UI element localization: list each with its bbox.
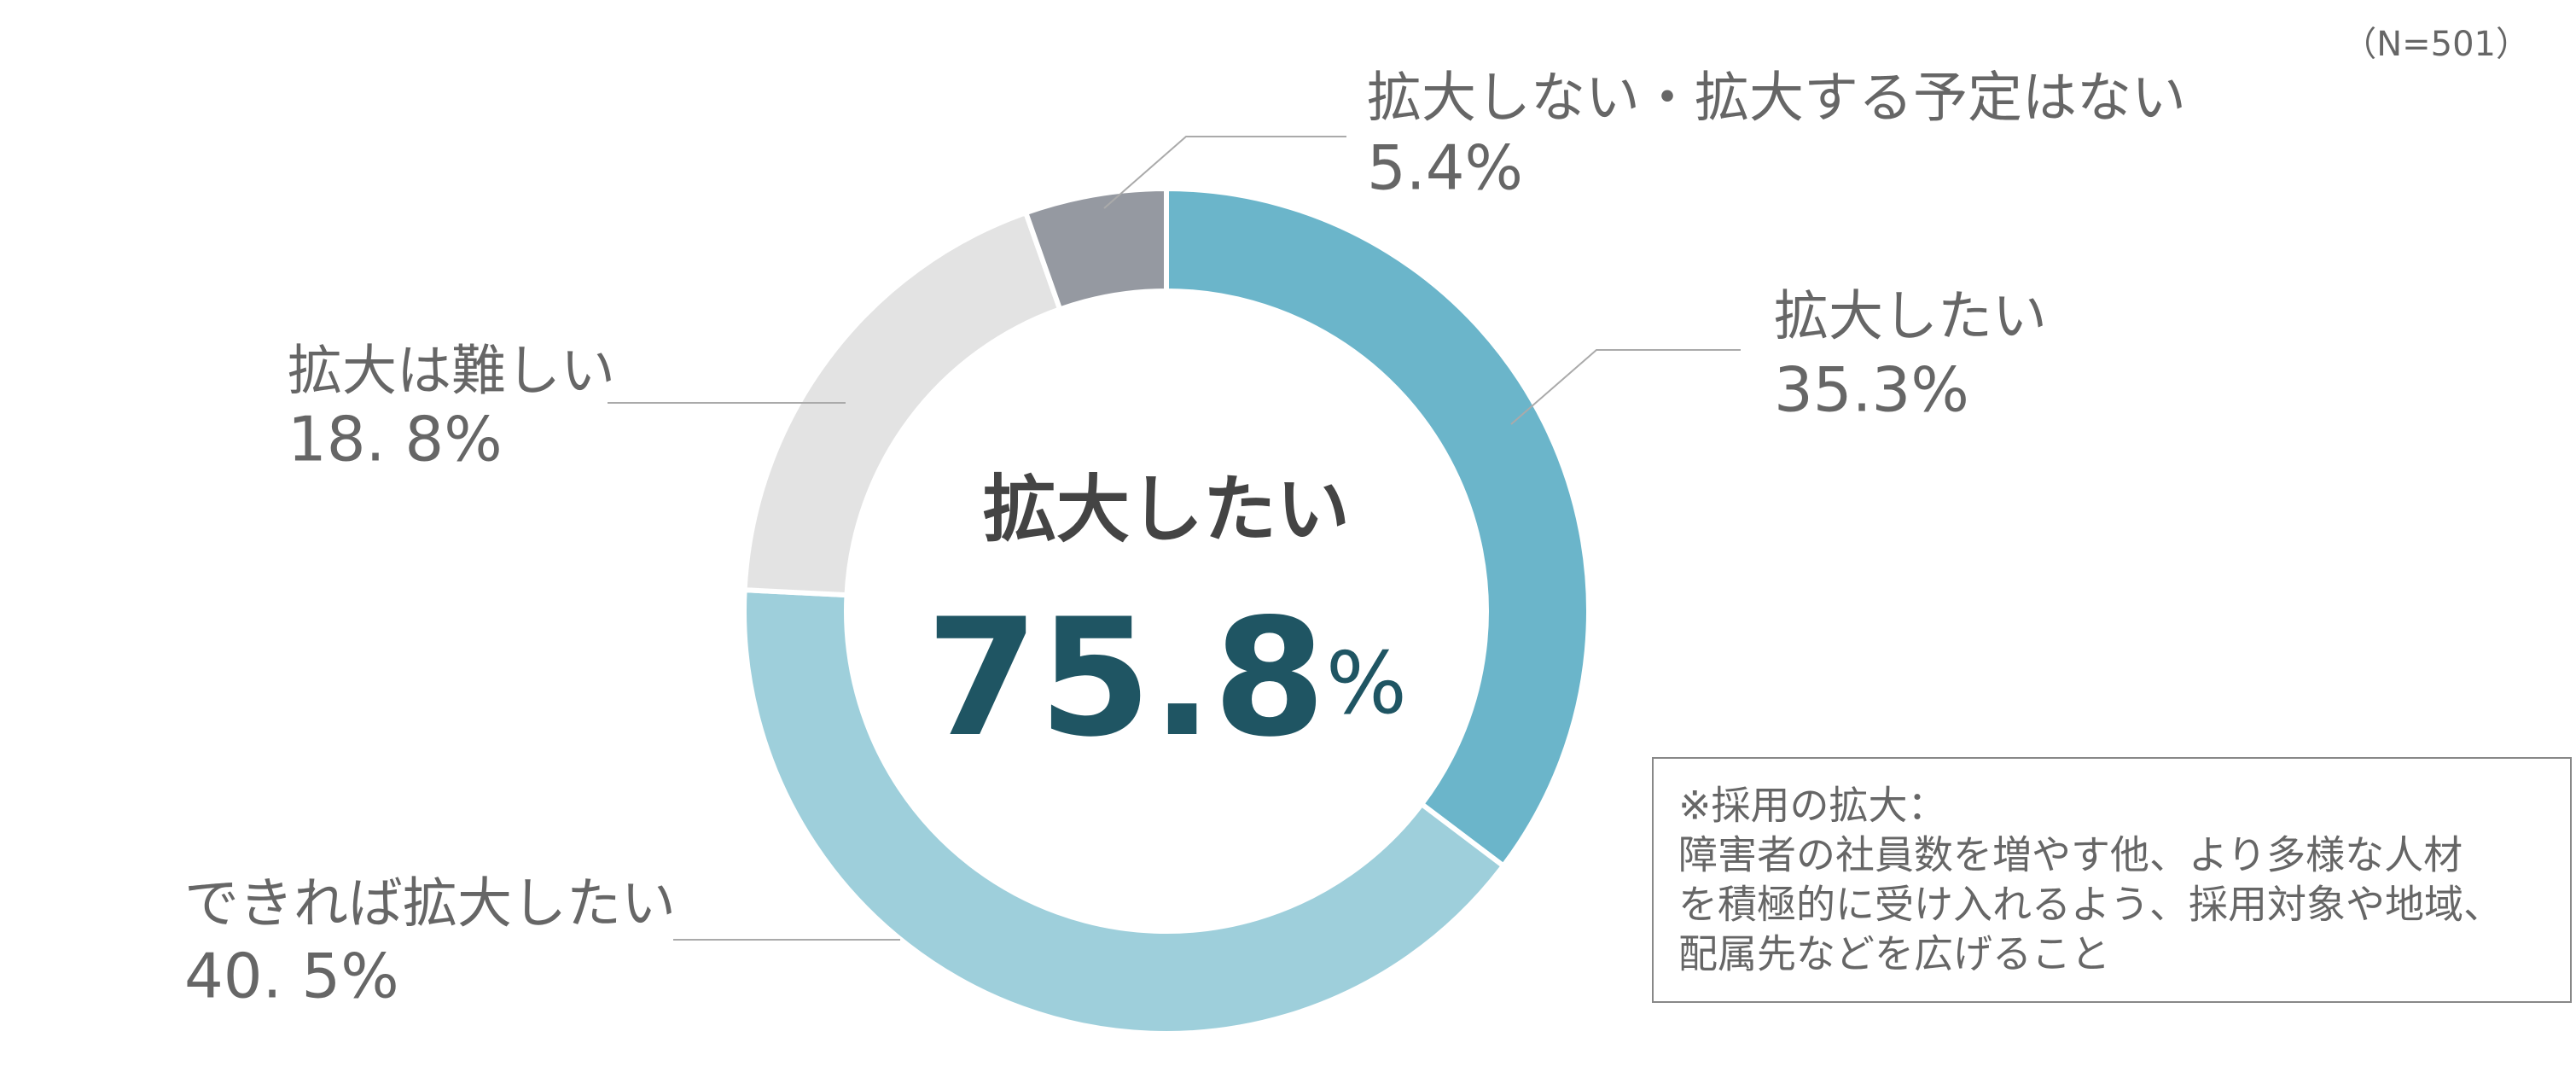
slice xyxy=(1022,185,1169,313)
definition-text: 配属先などを広げること xyxy=(1678,931,2110,977)
leader-line xyxy=(1103,136,1346,209)
definition-text: 障害者の社員数を増やす他、より多様な人材 xyxy=(1678,832,2463,878)
definition-text: を積極的に受け入れるよう、採用対象や地域、 xyxy=(1678,882,2503,928)
center-value: 75.8 xyxy=(926,584,1326,772)
center-unit: % xyxy=(1326,633,1407,733)
slice-label: 拡大したい xyxy=(1774,286,2047,349)
value-label: 5.4% xyxy=(1367,132,1523,204)
leader-line xyxy=(1510,349,1741,425)
value-label: 18. 8% xyxy=(288,404,503,475)
slice xyxy=(741,586,1508,1036)
slice-label: 拡大しない・拡大する予定はない xyxy=(1367,67,2186,131)
definition-text: ※採用の拡大： xyxy=(1678,783,1947,829)
value-label: 35.3% xyxy=(1774,354,1969,426)
slice xyxy=(1164,185,1591,870)
slice-label: 拡大は難しい xyxy=(288,341,615,404)
center-title: 拡大したい xyxy=(983,467,1350,552)
sample-size: （N=501） xyxy=(2342,25,2530,64)
definition-box xyxy=(1652,757,2572,1003)
value-label: 40. 5% xyxy=(184,941,399,1012)
center-figure: 75.8% xyxy=(926,584,1407,772)
slice-label: できれば拡大したい xyxy=(184,873,676,936)
